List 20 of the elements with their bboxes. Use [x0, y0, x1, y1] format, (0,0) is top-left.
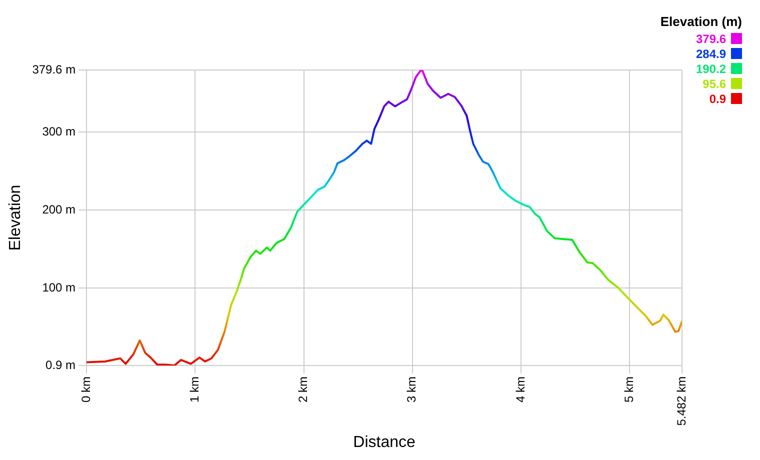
- x-tick-label: 2 km: [296, 376, 310, 402]
- color-bar-label: 284.9: [696, 46, 726, 60]
- x-tick-label: 4 km: [513, 376, 528, 402]
- y-tick-label: 300 m: [42, 124, 76, 138]
- y-tick-label: 0.9 m: [46, 358, 76, 372]
- y-axis-title: Elevation: [7, 184, 24, 251]
- x-axis-title: Distance: [353, 434, 416, 451]
- color-bar-label: 190.2: [696, 62, 726, 76]
- x-tick-label: 1 km: [187, 376, 202, 402]
- color-bar-label: 379.6: [696, 32, 726, 46]
- x-tick-label: 3 km: [404, 376, 419, 402]
- y-tick-label: 200 m: [42, 202, 76, 216]
- color-bar-label: 0.9: [709, 92, 726, 106]
- y-tick-label: 379.6 m: [32, 62, 76, 76]
- y-tick-label: 100 m: [42, 280, 76, 294]
- x-tick-label: 0 km: [78, 376, 93, 402]
- x-tick-label: 5 km: [622, 376, 636, 402]
- color-bar-title: Elevation (m): [660, 14, 742, 29]
- x-tick-label: 5.482 km: [674, 376, 688, 426]
- color-bar-label: 95.6: [702, 76, 726, 90]
